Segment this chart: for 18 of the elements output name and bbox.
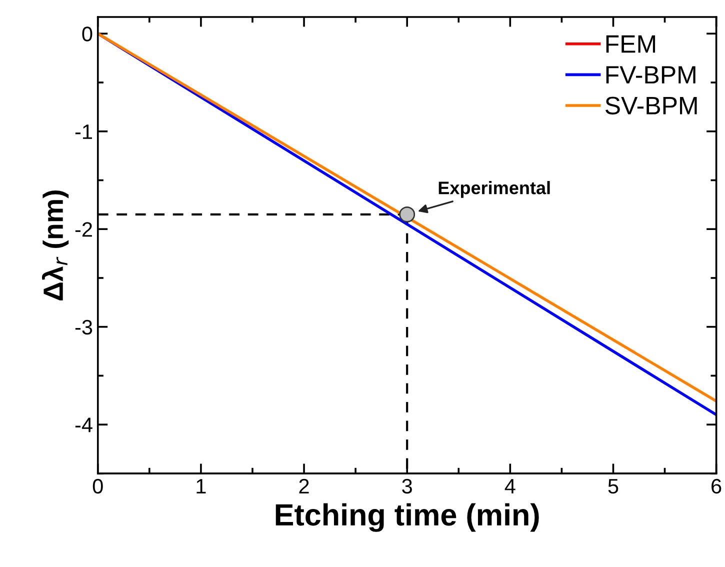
- x-tick-label: 5: [608, 479, 618, 494]
- y-tick-label: 0: [82, 26, 92, 42]
- legend-label: FEM: [606, 35, 656, 53]
- x-tick-label: 3: [402, 478, 412, 494]
- x-tick-label: 1: [196, 479, 206, 494]
- legend-label: FV-BPM: [606, 66, 696, 84]
- x-tick-label: 0: [92, 478, 103, 494]
- x-tick-label: 2: [299, 478, 309, 494]
- x-tick-label: 4: [504, 479, 516, 494]
- y-tick-label: -2: [75, 222, 92, 237]
- x-axis-title: Etching time (min): [276, 503, 539, 532]
- y-tick-label: -3: [75, 320, 92, 335]
- x-tick-label: 6: [712, 478, 722, 494]
- y-tick-label: -4: [75, 418, 92, 432]
- y-tick-label: -1: [75, 124, 92, 139]
- annotation: Experimental: [438, 181, 550, 198]
- y-axis-title: Δλ$_{r}$ (nm): [42, 190, 69, 300]
- legend-label: SV-BPM: [605, 96, 697, 114]
